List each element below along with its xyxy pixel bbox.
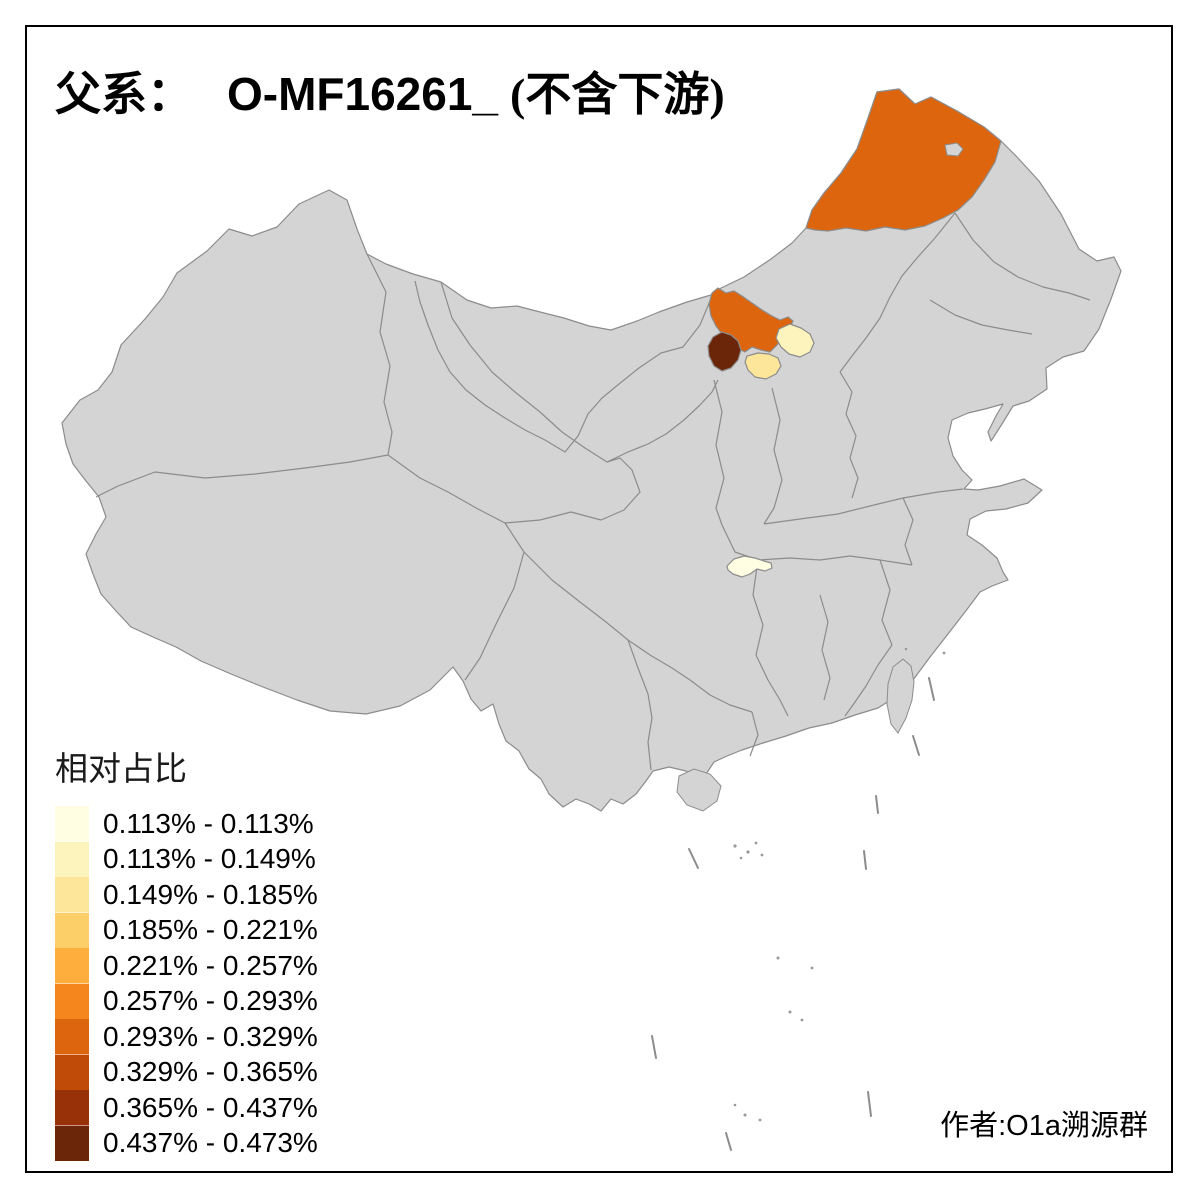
legend: 相对占比 0.113% - 0.113% 0.113% - 0.149% 0.1… bbox=[55, 742, 318, 1161]
legend-swatch bbox=[55, 1054, 89, 1090]
legend-swatch bbox=[55, 841, 89, 877]
legend-swatch bbox=[55, 1125, 89, 1161]
legend-item: 0.257% - 0.293% bbox=[55, 983, 318, 1019]
legend-range-label: 0.185% - 0.221% bbox=[103, 914, 318, 946]
legend-item: 0.437% - 0.473% bbox=[55, 1125, 318, 1161]
legend-range-label: 0.293% - 0.329% bbox=[103, 1020, 318, 1052]
legend-range-label: 0.329% - 0.365% bbox=[103, 1056, 318, 1088]
author-credit: 作者:O1a溯源群 bbox=[940, 1110, 1148, 1142]
taiwan-island bbox=[886, 658, 915, 734]
map-region-north-pale bbox=[775, 323, 815, 358]
legend-range-label: 0.149% - 0.185% bbox=[103, 878, 318, 910]
map-region-north-dark bbox=[707, 331, 742, 372]
legend-item: 0.365% - 0.437% bbox=[55, 1090, 318, 1126]
legend-range-label: 0.437% - 0.473% bbox=[103, 1127, 318, 1159]
small-island-dots bbox=[733, 647, 946, 1122]
legend-swatch bbox=[55, 806, 89, 842]
legend-swatch bbox=[55, 983, 89, 1019]
legend-swatch bbox=[55, 1019, 89, 1055]
title-suffix: (不含下游) bbox=[510, 69, 725, 120]
china-choropleth-map bbox=[61, 88, 1122, 1151]
map-region-northeast-large bbox=[805, 88, 1002, 232]
map-region-north-yellow bbox=[744, 352, 782, 380]
legend-range-label: 0.257% - 0.293% bbox=[103, 985, 318, 1017]
china-mainland bbox=[61, 88, 1122, 812]
nine-dash-line bbox=[651, 677, 935, 1151]
legend-range-label: 0.113% - 0.149% bbox=[103, 843, 316, 875]
legend-range-label: 0.365% - 0.437% bbox=[103, 1091, 318, 1123]
legend-range-label: 0.113% - 0.113% bbox=[103, 807, 314, 839]
legend-item: 0.221% - 0.257% bbox=[55, 948, 318, 984]
legend-item: 0.329% - 0.365% bbox=[55, 1054, 318, 1090]
title-haplogroup-code: O-MF16261_ bbox=[227, 68, 499, 120]
legend-swatch bbox=[55, 912, 89, 948]
legend-item: 0.293% - 0.329% bbox=[55, 1019, 318, 1055]
legend-item: 0.113% - 0.113% bbox=[55, 806, 318, 842]
map-region-enclave bbox=[944, 142, 964, 157]
legend-swatch bbox=[55, 1090, 89, 1126]
legend-item: 0.149% - 0.185% bbox=[55, 877, 318, 913]
legend-item: 0.113% - 0.149% bbox=[55, 841, 318, 877]
legend-swatch bbox=[55, 948, 89, 984]
province-border-lines bbox=[95, 212, 1091, 771]
hainan-island bbox=[676, 768, 722, 812]
legend-swatch bbox=[55, 877, 89, 913]
legend-title: 相对占比 bbox=[55, 750, 187, 787]
title-prefix: 父系： bbox=[55, 69, 193, 120]
legend-range-label: 0.221% - 0.257% bbox=[103, 949, 318, 981]
map-region-central-cream bbox=[726, 555, 773, 578]
legend-item: 0.185% - 0.221% bbox=[55, 912, 318, 948]
page-title: 父系： O-MF16261_ (不含下游) bbox=[55, 58, 725, 124]
